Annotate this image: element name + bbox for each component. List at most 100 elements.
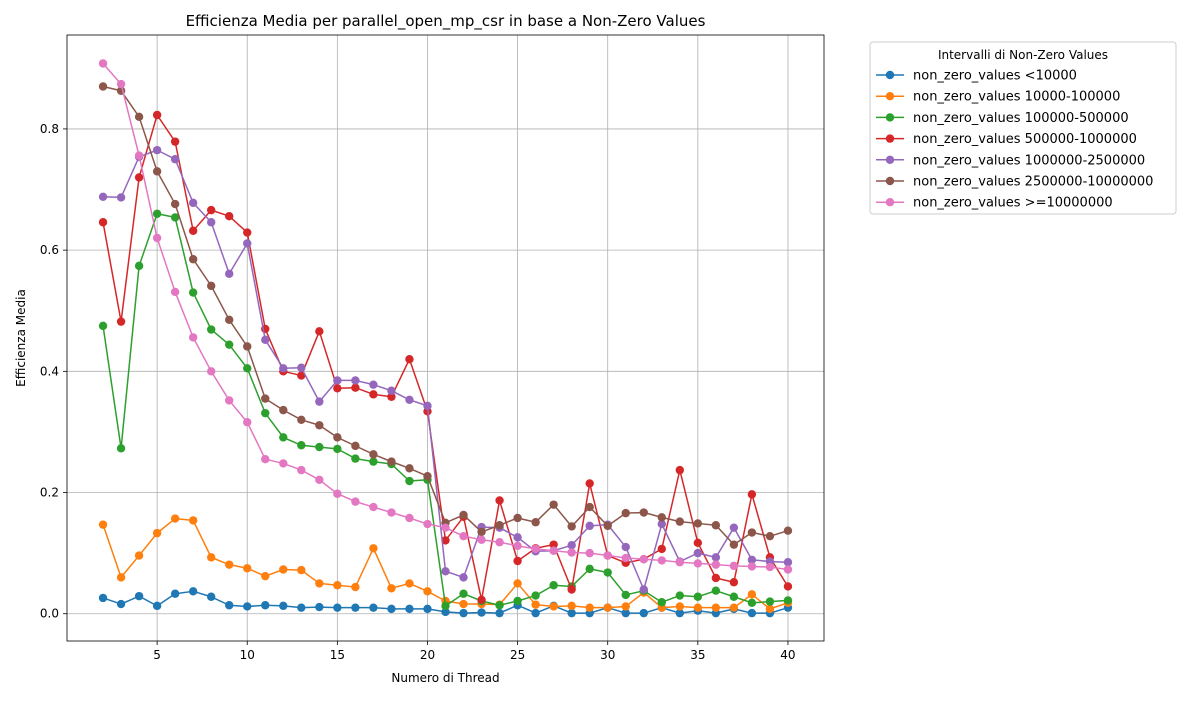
data-point (675, 602, 685, 611)
data-point (567, 541, 576, 550)
data-point (243, 564, 252, 573)
data-point (765, 531, 775, 541)
legend-item: non_zero_values 2500000-10000000 (876, 175, 1153, 190)
data-point (621, 542, 630, 552)
data-point (279, 433, 288, 442)
data-point (243, 364, 252, 373)
legend-item: non_zero_values <10000 (876, 69, 1077, 84)
data-point (225, 315, 234, 325)
data-point (297, 371, 306, 380)
data-point (513, 556, 522, 566)
data-point (297, 363, 306, 372)
data-point (513, 541, 522, 551)
data-point (225, 269, 234, 278)
data-point (351, 454, 360, 463)
data-point (261, 455, 270, 464)
data-point (188, 333, 198, 342)
data-point (116, 599, 126, 609)
data-point (188, 226, 198, 235)
data-point (225, 601, 234, 610)
x-tick-label: 30 (600, 648, 615, 662)
legend-label: non_zero_values <10000 (913, 69, 1077, 84)
data-point (585, 479, 594, 488)
data-point (441, 607, 450, 617)
data-point (170, 287, 180, 297)
grid (67, 35, 824, 641)
data-point (729, 603, 739, 612)
data-point (279, 405, 288, 415)
data-point (152, 528, 162, 538)
data-point (729, 523, 739, 532)
data-point (261, 408, 270, 418)
legend-item: non_zero_values 10000-100000 (876, 90, 1120, 105)
legend-label: non_zero_values 10000-100000 (913, 90, 1120, 105)
data-point (711, 603, 721, 612)
data-point (459, 573, 468, 582)
data-point (531, 600, 540, 609)
y-axis-label: Efficienza Media (14, 289, 28, 387)
y-tick-label: 0.6 (40, 243, 59, 257)
data-point (98, 593, 108, 603)
data-point (621, 608, 630, 618)
data-point (261, 394, 270, 403)
legend: Intervalli di Non-Zero Values non_zero_v… (869, 41, 1177, 215)
data-point (621, 590, 630, 600)
x-tick-label: 40 (780, 648, 795, 662)
data-point (549, 546, 558, 555)
data-point (639, 585, 648, 594)
data-point (423, 587, 432, 596)
data-point (152, 209, 162, 218)
data-point (747, 555, 757, 564)
data-point (513, 513, 522, 523)
data-point (693, 603, 703, 612)
data-point (152, 110, 162, 120)
legend-marker (885, 113, 895, 122)
data-point (513, 579, 522, 588)
data-point (387, 508, 396, 517)
data-point (675, 558, 685, 567)
data-point (657, 544, 666, 554)
y-tick-label: 0.2 (40, 486, 59, 500)
series-group (98, 209, 793, 611)
data-point (98, 192, 108, 202)
data-point (747, 490, 757, 499)
data-point (639, 508, 648, 517)
data-point (441, 523, 450, 532)
data-point (549, 540, 558, 549)
data-point (747, 608, 757, 618)
data-point (495, 538, 504, 547)
data-point (657, 556, 666, 565)
data-point (243, 602, 252, 611)
data-point (279, 364, 288, 373)
data-point (333, 376, 342, 385)
data-point (675, 608, 685, 618)
data-point (134, 173, 144, 182)
x-axis-label: Numero di Thread (391, 671, 499, 685)
data-point (152, 601, 162, 611)
data-point (729, 578, 739, 587)
data-point (188, 198, 198, 208)
data-point (333, 581, 342, 590)
legend-items: non_zero_values <10000 non_zero_values 10… (876, 69, 1153, 211)
data-point (693, 538, 703, 548)
data-point (567, 601, 576, 611)
data-point (206, 367, 216, 376)
data-point (711, 553, 721, 562)
data-point (225, 340, 234, 349)
data-point (351, 603, 360, 612)
legend-item: non_zero_values 1000000-2500000 (876, 153, 1145, 168)
data-point (279, 565, 288, 574)
data-point (405, 513, 414, 523)
data-point (531, 544, 540, 554)
data-point (477, 527, 486, 537)
data-point (585, 521, 594, 531)
data-point (603, 568, 612, 577)
data-point (225, 560, 234, 569)
data-point (747, 528, 757, 537)
data-point (170, 514, 180, 523)
data-point (675, 517, 685, 526)
data-point (243, 418, 252, 427)
data-point (495, 521, 504, 530)
data-point (387, 392, 396, 401)
legend-label: non_zero_values 1000000-2500000 (913, 153, 1145, 168)
